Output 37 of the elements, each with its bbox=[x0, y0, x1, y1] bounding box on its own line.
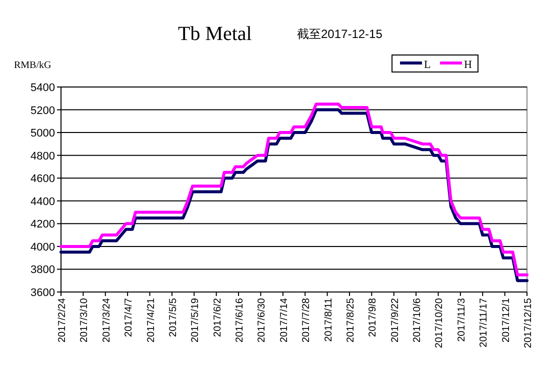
x-tick-label: 2017/10/6 bbox=[412, 298, 424, 342]
legend-label: H bbox=[464, 59, 472, 71]
chart-subtitle: 截至2017-12-15 bbox=[297, 27, 383, 41]
x-tick-label: 2017/4/7 bbox=[124, 298, 135, 337]
x-tick-label: 2017/6/16 bbox=[234, 298, 246, 342]
legend-label: L bbox=[424, 59, 431, 71]
y-tick-label: 4000 bbox=[30, 241, 55, 254]
x-tick-label: 2017/8/11 bbox=[323, 298, 334, 342]
x-tick-label: 2017/6/30 bbox=[256, 298, 268, 342]
y-tick-label: 5000 bbox=[30, 128, 55, 140]
x-tick-label: 2017/6/2 bbox=[212, 298, 224, 337]
x-tick-label: 2017/8/25 bbox=[345, 298, 356, 342]
x-tick-label: 2017/11/17 bbox=[478, 298, 490, 348]
y-tick-label: 5400 bbox=[30, 82, 55, 94]
y-tick-label: 3800 bbox=[30, 264, 55, 276]
x-tick-label: 2017/12/15 bbox=[523, 298, 534, 348]
y-tick-label: 4200 bbox=[30, 218, 55, 231]
x-tick-label: 2017/7/28 bbox=[301, 298, 312, 342]
x-tick-label: 2017/4/21 bbox=[146, 298, 157, 342]
y-tick-label: 4800 bbox=[30, 150, 55, 162]
x-tick-label: 2017/12/1 bbox=[500, 298, 512, 342]
y-tick-label: 3600 bbox=[30, 287, 55, 299]
chart-title: Tb Metal bbox=[178, 23, 252, 45]
x-tick-label: 2017/7/14 bbox=[278, 298, 290, 342]
x-tick-label: 2017/9/22 bbox=[390, 298, 401, 342]
y-axis-title: RMB/kG bbox=[14, 60, 52, 71]
y-tick-label: 4400 bbox=[30, 196, 55, 208]
x-tick-label: 2017/3/24 bbox=[101, 298, 112, 342]
x-tick-label: 2017/3/10 bbox=[79, 298, 90, 342]
x-tick-label: 2017/2/24 bbox=[57, 298, 68, 342]
x-tick-label: 2017/5/19 bbox=[190, 298, 202, 342]
y-tick-label: 5200 bbox=[30, 104, 55, 117]
x-tick-label: 2017/5/5 bbox=[168, 298, 179, 337]
y-tick-label: 4600 bbox=[30, 173, 55, 186]
x-tick-label: 2017/10/20 bbox=[434, 298, 446, 348]
x-tick-label: 2017/9/8 bbox=[368, 298, 379, 337]
x-tick-label: 2017/11/3 bbox=[456, 298, 468, 342]
